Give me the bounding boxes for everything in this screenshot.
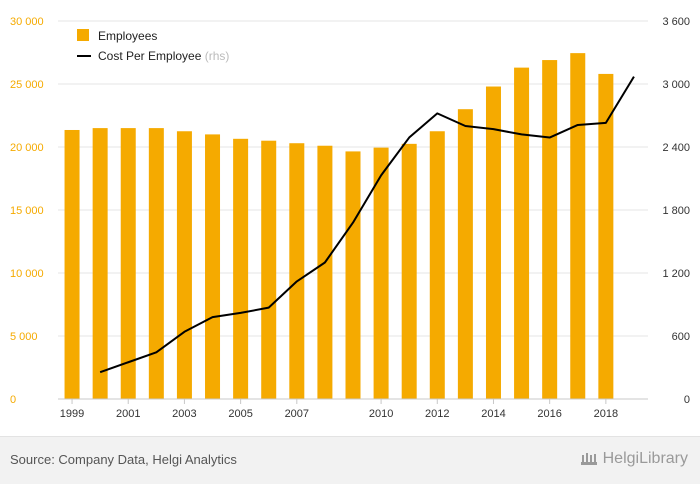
bar	[261, 140, 277, 399]
x-tick-label: 2012	[425, 408, 449, 420]
y-right-tick-label: 3 600	[662, 16, 690, 28]
bar	[289, 143, 305, 399]
bar	[64, 129, 80, 400]
y-right-tick-label: 1 200	[662, 268, 690, 280]
x-tick-label: 2018	[594, 408, 618, 420]
x-tick-label: 2003	[172, 408, 196, 420]
x-tick-label: 2014	[481, 408, 505, 420]
bar	[598, 73, 614, 400]
y-right-tick-label: 2 400	[662, 142, 690, 154]
bar	[457, 109, 473, 399]
brand-name: HelgiLibrary	[602, 450, 688, 467]
bar	[401, 143, 417, 399]
x-tick-label: 2010	[369, 408, 393, 420]
x-tick-label: 2005	[228, 408, 252, 420]
bar	[485, 86, 501, 400]
y-left-tick-label: 15 000	[10, 205, 44, 217]
brand-logo[interactable]: HelgiLibrary	[579, 449, 688, 469]
library-icon	[580, 453, 597, 465]
cost-per-employee-line	[99, 76, 635, 374]
bar	[345, 151, 361, 399]
y-left-tick-label: 0	[10, 394, 16, 406]
source-text: Source: Company Data, Helgi Analytics	[10, 452, 237, 467]
x-tick-label: 1999	[60, 408, 84, 420]
bar	[570, 53, 586, 399]
footer: Source: Company Data, Helgi Analytics He…	[0, 436, 700, 484]
y-right-tick-label: 0	[684, 394, 690, 406]
bar	[542, 60, 558, 400]
legend-rhs-note: (rhs)	[205, 49, 230, 63]
bar	[429, 131, 445, 399]
x-tick-label: 2007	[285, 408, 309, 420]
legend-label-employees: Employees	[98, 29, 157, 43]
y-left-tick-label: 5 000	[10, 331, 38, 343]
bar	[205, 134, 221, 399]
y-right-tick-label: 3 000	[662, 79, 690, 91]
chart-svg: 0 0 5 000 600 10 000 1 200 15 000 1 800 20 000 2 …	[10, 16, 690, 420]
legend-marker-employees	[77, 29, 89, 41]
legend-label-cost: Cost Per Employee (rhs)	[98, 49, 229, 63]
bar	[92, 128, 108, 399]
x-tick-label: 2001	[116, 408, 140, 420]
bar	[233, 138, 249, 399]
y-right-tick-label: 1 800	[662, 205, 690, 217]
bar	[514, 67, 530, 400]
bar	[148, 128, 164, 399]
x-tick-label: 2016	[537, 408, 561, 420]
bar	[373, 147, 389, 399]
y-right-tick-label: 600	[672, 331, 690, 343]
y-left-tick-label: 20 000	[10, 142, 44, 154]
bar	[317, 145, 333, 399]
y-left-tick-label: 10 000	[10, 268, 44, 280]
y-left-tick-label: 30 000	[10, 16, 44, 28]
bar	[176, 131, 192, 399]
y-left-tick-label: 25 000	[10, 79, 44, 91]
bar	[120, 128, 136, 399]
